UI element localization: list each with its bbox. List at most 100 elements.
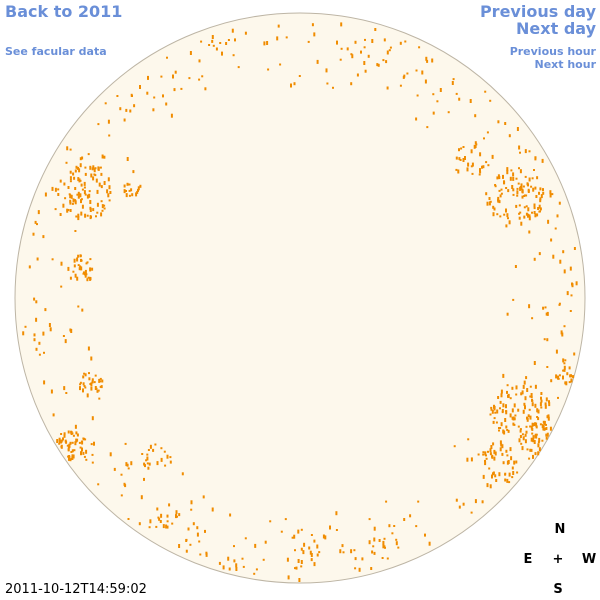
facula [160,75,163,78]
facula [528,216,531,221]
facula [89,200,92,204]
facula [447,111,450,114]
facula [492,420,495,424]
facula [69,170,72,174]
facula [563,365,566,370]
facula [382,59,385,62]
facula [125,108,128,112]
facula [525,425,528,428]
facula [500,188,503,191]
facula [89,208,92,212]
facula [372,545,375,548]
facula [491,455,493,458]
facula [515,393,518,396]
facula [144,464,146,468]
facula [525,430,528,434]
facula [350,53,353,56]
facula [544,402,547,406]
facula [71,441,74,444]
facula [518,145,521,150]
facula [492,205,495,209]
back-link[interactable]: Back to 2011 [5,2,123,21]
facula [415,117,418,121]
facula [493,456,496,461]
facula [539,187,542,191]
facula [123,184,126,188]
facula [356,73,359,77]
facula [196,532,199,537]
facula [58,437,61,442]
facula [63,433,66,438]
facula [91,416,94,421]
facula [471,162,474,167]
facula [544,404,547,409]
facula [563,368,566,372]
facula [388,524,391,528]
facula [504,418,507,422]
facula [506,384,509,387]
facula [513,423,516,426]
facula [474,114,477,118]
facula [455,156,458,160]
facula [558,302,561,305]
facula [82,438,85,441]
facula [242,565,245,568]
facula [503,213,506,216]
facula [218,561,221,565]
facula [130,461,133,466]
facula [180,87,183,90]
facula [489,484,492,489]
facula [185,549,188,553]
facula [383,545,386,548]
facula [470,511,473,514]
facula [93,381,96,384]
facula [530,185,533,188]
facula [95,178,98,183]
facula [91,380,94,384]
facula [490,408,493,411]
facula [353,549,356,552]
timestamp: 2011-10-12T14:59:02 [5,582,147,597]
facula [67,186,70,189]
facula [534,186,537,190]
facula [90,356,93,361]
facula [212,44,215,47]
facula [78,168,81,173]
next-hour-link[interactable]: Next hour [534,58,597,71]
facula [159,520,162,523]
facula [552,254,555,259]
facular-link[interactable]: See facular data [5,45,107,58]
facula [453,445,456,448]
facula [253,572,256,575]
facula [507,393,510,398]
next-day-link[interactable]: Next day [516,19,596,38]
facula [123,118,126,122]
facula [80,266,83,271]
facula [76,276,79,281]
facula [310,553,313,557]
facula [76,433,79,437]
facula [66,146,69,151]
facula [80,259,83,262]
facula [109,452,112,457]
facula [162,524,165,529]
facula [146,91,149,95]
facula [531,177,534,180]
facula [535,425,538,429]
facula [504,472,507,475]
facula [493,408,496,411]
facula [234,38,236,42]
facula [566,372,569,376]
facula [417,500,420,503]
previous-hour-link[interactable]: Previous hour [509,45,596,58]
facula [515,460,518,464]
previous-day-link[interactable]: Previous day [479,2,596,21]
facula [73,449,76,452]
facula [490,406,493,409]
facula [77,213,80,218]
facula [254,543,257,548]
facula [511,185,514,189]
facula [297,559,300,563]
facula [201,75,204,78]
facula [531,422,534,427]
